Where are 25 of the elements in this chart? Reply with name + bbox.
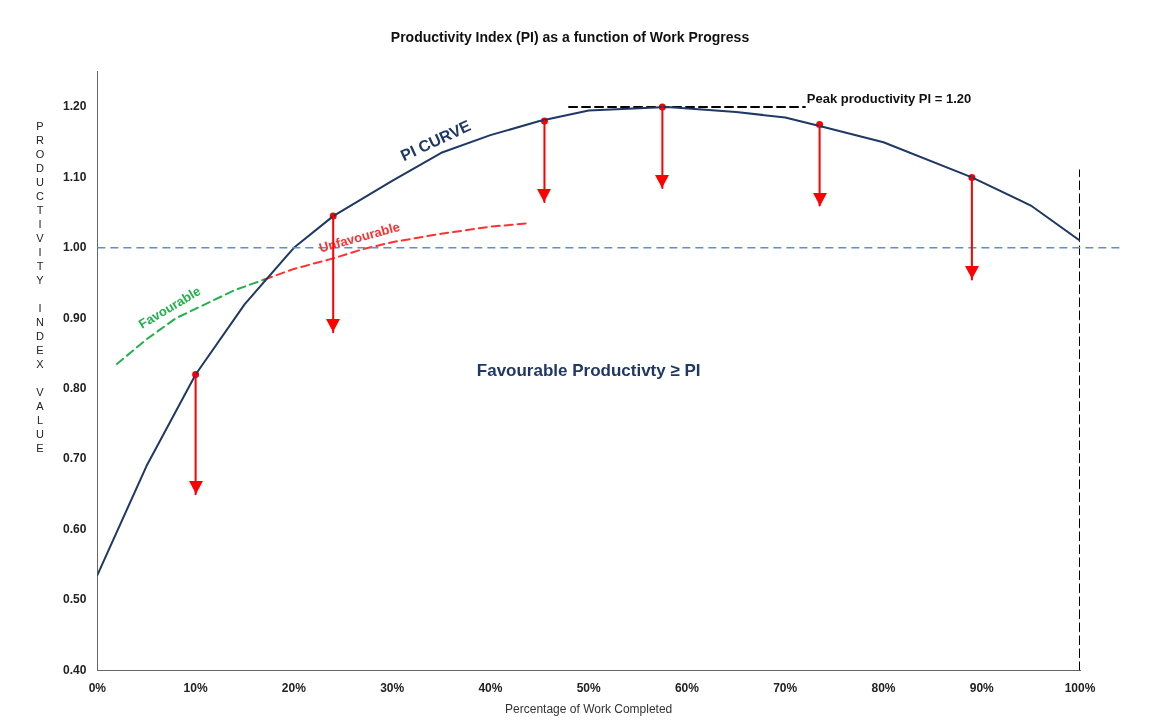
x-tick-label: 100% (1064, 680, 1096, 695)
x-tick-label: 60% (674, 680, 700, 695)
y-tick-label: 1.10 (63, 169, 87, 184)
annotation: Peak productivity PI = 1.20 (806, 91, 972, 107)
y-tick-label: 1.00 (63, 240, 87, 255)
y-tick-label: 0.90 (63, 310, 87, 325)
x-tick-label: 80% (871, 680, 896, 695)
x-tick-label: 20% (281, 680, 307, 695)
x-tick-label: 50% (576, 680, 602, 695)
y-tick-label: 0.40 (63, 662, 87, 677)
y-tick-label: 0.50 (63, 592, 87, 607)
y-tick-label: 0.80 (63, 380, 87, 395)
x-tick-label: 70% (773, 680, 798, 695)
x-tick-label: 90% (969, 680, 995, 695)
annotation: Favourable Productivty ≥ PI (476, 360, 701, 380)
y-tick-label: 0.60 (63, 521, 87, 536)
chart-title: Productivity Index (PI) as a function of Work Progress (390, 29, 750, 46)
x-tick-label: 10% (183, 680, 208, 695)
x-tick-label: 40% (478, 680, 503, 695)
x-tick-label: 0% (88, 680, 107, 695)
y-axis-title: PRODUCTIVITY INDEX VALUE (34, 120, 46, 456)
y-tick-label: 0.70 (63, 451, 87, 466)
y-tick-label: 1.20 (63, 99, 87, 114)
x-tick-label: 30% (380, 680, 405, 695)
x-axis-title: Percentage of Work Completed (505, 702, 673, 717)
